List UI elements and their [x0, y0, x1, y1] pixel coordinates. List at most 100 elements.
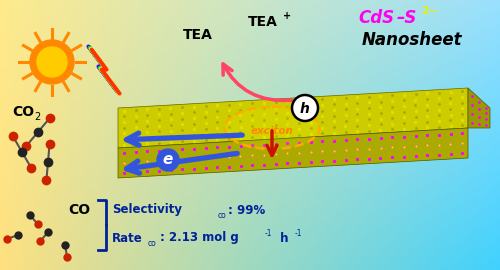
Point: [132, 160, 140, 164]
Point: [178, 122, 186, 126]
Point: [318, 114, 326, 119]
Text: TEA: TEA: [183, 28, 213, 42]
Point: [342, 102, 349, 106]
Point: [446, 101, 454, 106]
Point: [365, 117, 373, 122]
Point: [260, 129, 268, 133]
Point: [248, 113, 256, 117]
Point: [475, 107, 483, 112]
Point: [376, 122, 384, 127]
Point: [412, 126, 420, 130]
Point: [342, 113, 349, 117]
Point: [236, 136, 244, 140]
Point: [143, 136, 151, 140]
Point: [260, 112, 268, 116]
Point: [120, 114, 128, 119]
Point: [283, 161, 291, 166]
Point: [306, 109, 314, 113]
Point: [178, 134, 186, 138]
Point: [306, 150, 314, 154]
Point: [412, 103, 420, 107]
Point: [190, 104, 198, 109]
Point: [400, 115, 408, 120]
Point: [423, 108, 431, 113]
Point: [166, 129, 174, 133]
Text: CO: CO: [68, 203, 90, 217]
Point: [435, 90, 443, 95]
Point: [318, 126, 326, 130]
Point: [376, 105, 384, 109]
Point: [446, 124, 454, 128]
Point: [225, 164, 233, 169]
Point: [283, 99, 291, 103]
Point: [120, 143, 128, 147]
Text: 2−: 2−: [421, 6, 438, 16]
Point: [388, 110, 396, 114]
Point: [166, 112, 174, 116]
Point: [202, 104, 209, 108]
Point: [132, 125, 140, 129]
Point: [143, 159, 151, 164]
Point: [202, 115, 209, 119]
Point: [306, 160, 314, 164]
Point: [330, 102, 338, 106]
Point: [225, 120, 233, 124]
Point: [446, 90, 454, 94]
Point: [388, 127, 396, 132]
Point: [260, 100, 268, 105]
Polygon shape: [118, 88, 468, 148]
Point: [155, 158, 163, 163]
Point: [318, 131, 326, 136]
Point: [143, 113, 151, 117]
Point: [272, 134, 280, 138]
Point: [342, 119, 349, 123]
Text: Nanosheet: Nanosheet: [362, 31, 462, 49]
Point: [446, 113, 454, 117]
Point: [458, 151, 466, 156]
Point: [202, 146, 209, 150]
Point: [166, 140, 174, 144]
Point: [236, 164, 244, 168]
Point: [190, 157, 198, 161]
Point: [225, 154, 233, 159]
Point: [155, 141, 163, 145]
Point: [155, 118, 163, 122]
Point: [446, 152, 454, 156]
Point: [318, 103, 326, 107]
Point: [423, 120, 431, 124]
Point: [318, 109, 326, 113]
Text: CdS: CdS: [358, 9, 394, 27]
Point: [202, 166, 209, 170]
Point: [132, 113, 140, 118]
Point: [306, 115, 314, 119]
Point: [248, 163, 256, 167]
Point: [412, 154, 420, 158]
Point: [202, 132, 209, 137]
Point: [423, 91, 431, 95]
Point: [475, 100, 483, 104]
Point: [400, 92, 408, 97]
Point: [120, 150, 128, 155]
Point: [178, 128, 186, 132]
Point: [283, 110, 291, 115]
Point: [412, 144, 420, 148]
Point: [283, 133, 291, 138]
Point: [423, 114, 431, 118]
Point: [295, 121, 303, 126]
Point: [283, 105, 291, 109]
Point: [236, 102, 244, 106]
Point: [330, 131, 338, 135]
Point: [272, 100, 280, 104]
Point: [435, 113, 443, 117]
Point: [260, 117, 268, 122]
Point: [272, 162, 280, 166]
Point: [260, 135, 268, 139]
Point: [423, 102, 431, 107]
Point: [236, 154, 244, 158]
Point: [155, 148, 163, 153]
Point: [330, 125, 338, 129]
Point: [306, 98, 314, 102]
Point: [423, 143, 431, 147]
Point: [353, 157, 361, 161]
Point: [318, 159, 326, 164]
